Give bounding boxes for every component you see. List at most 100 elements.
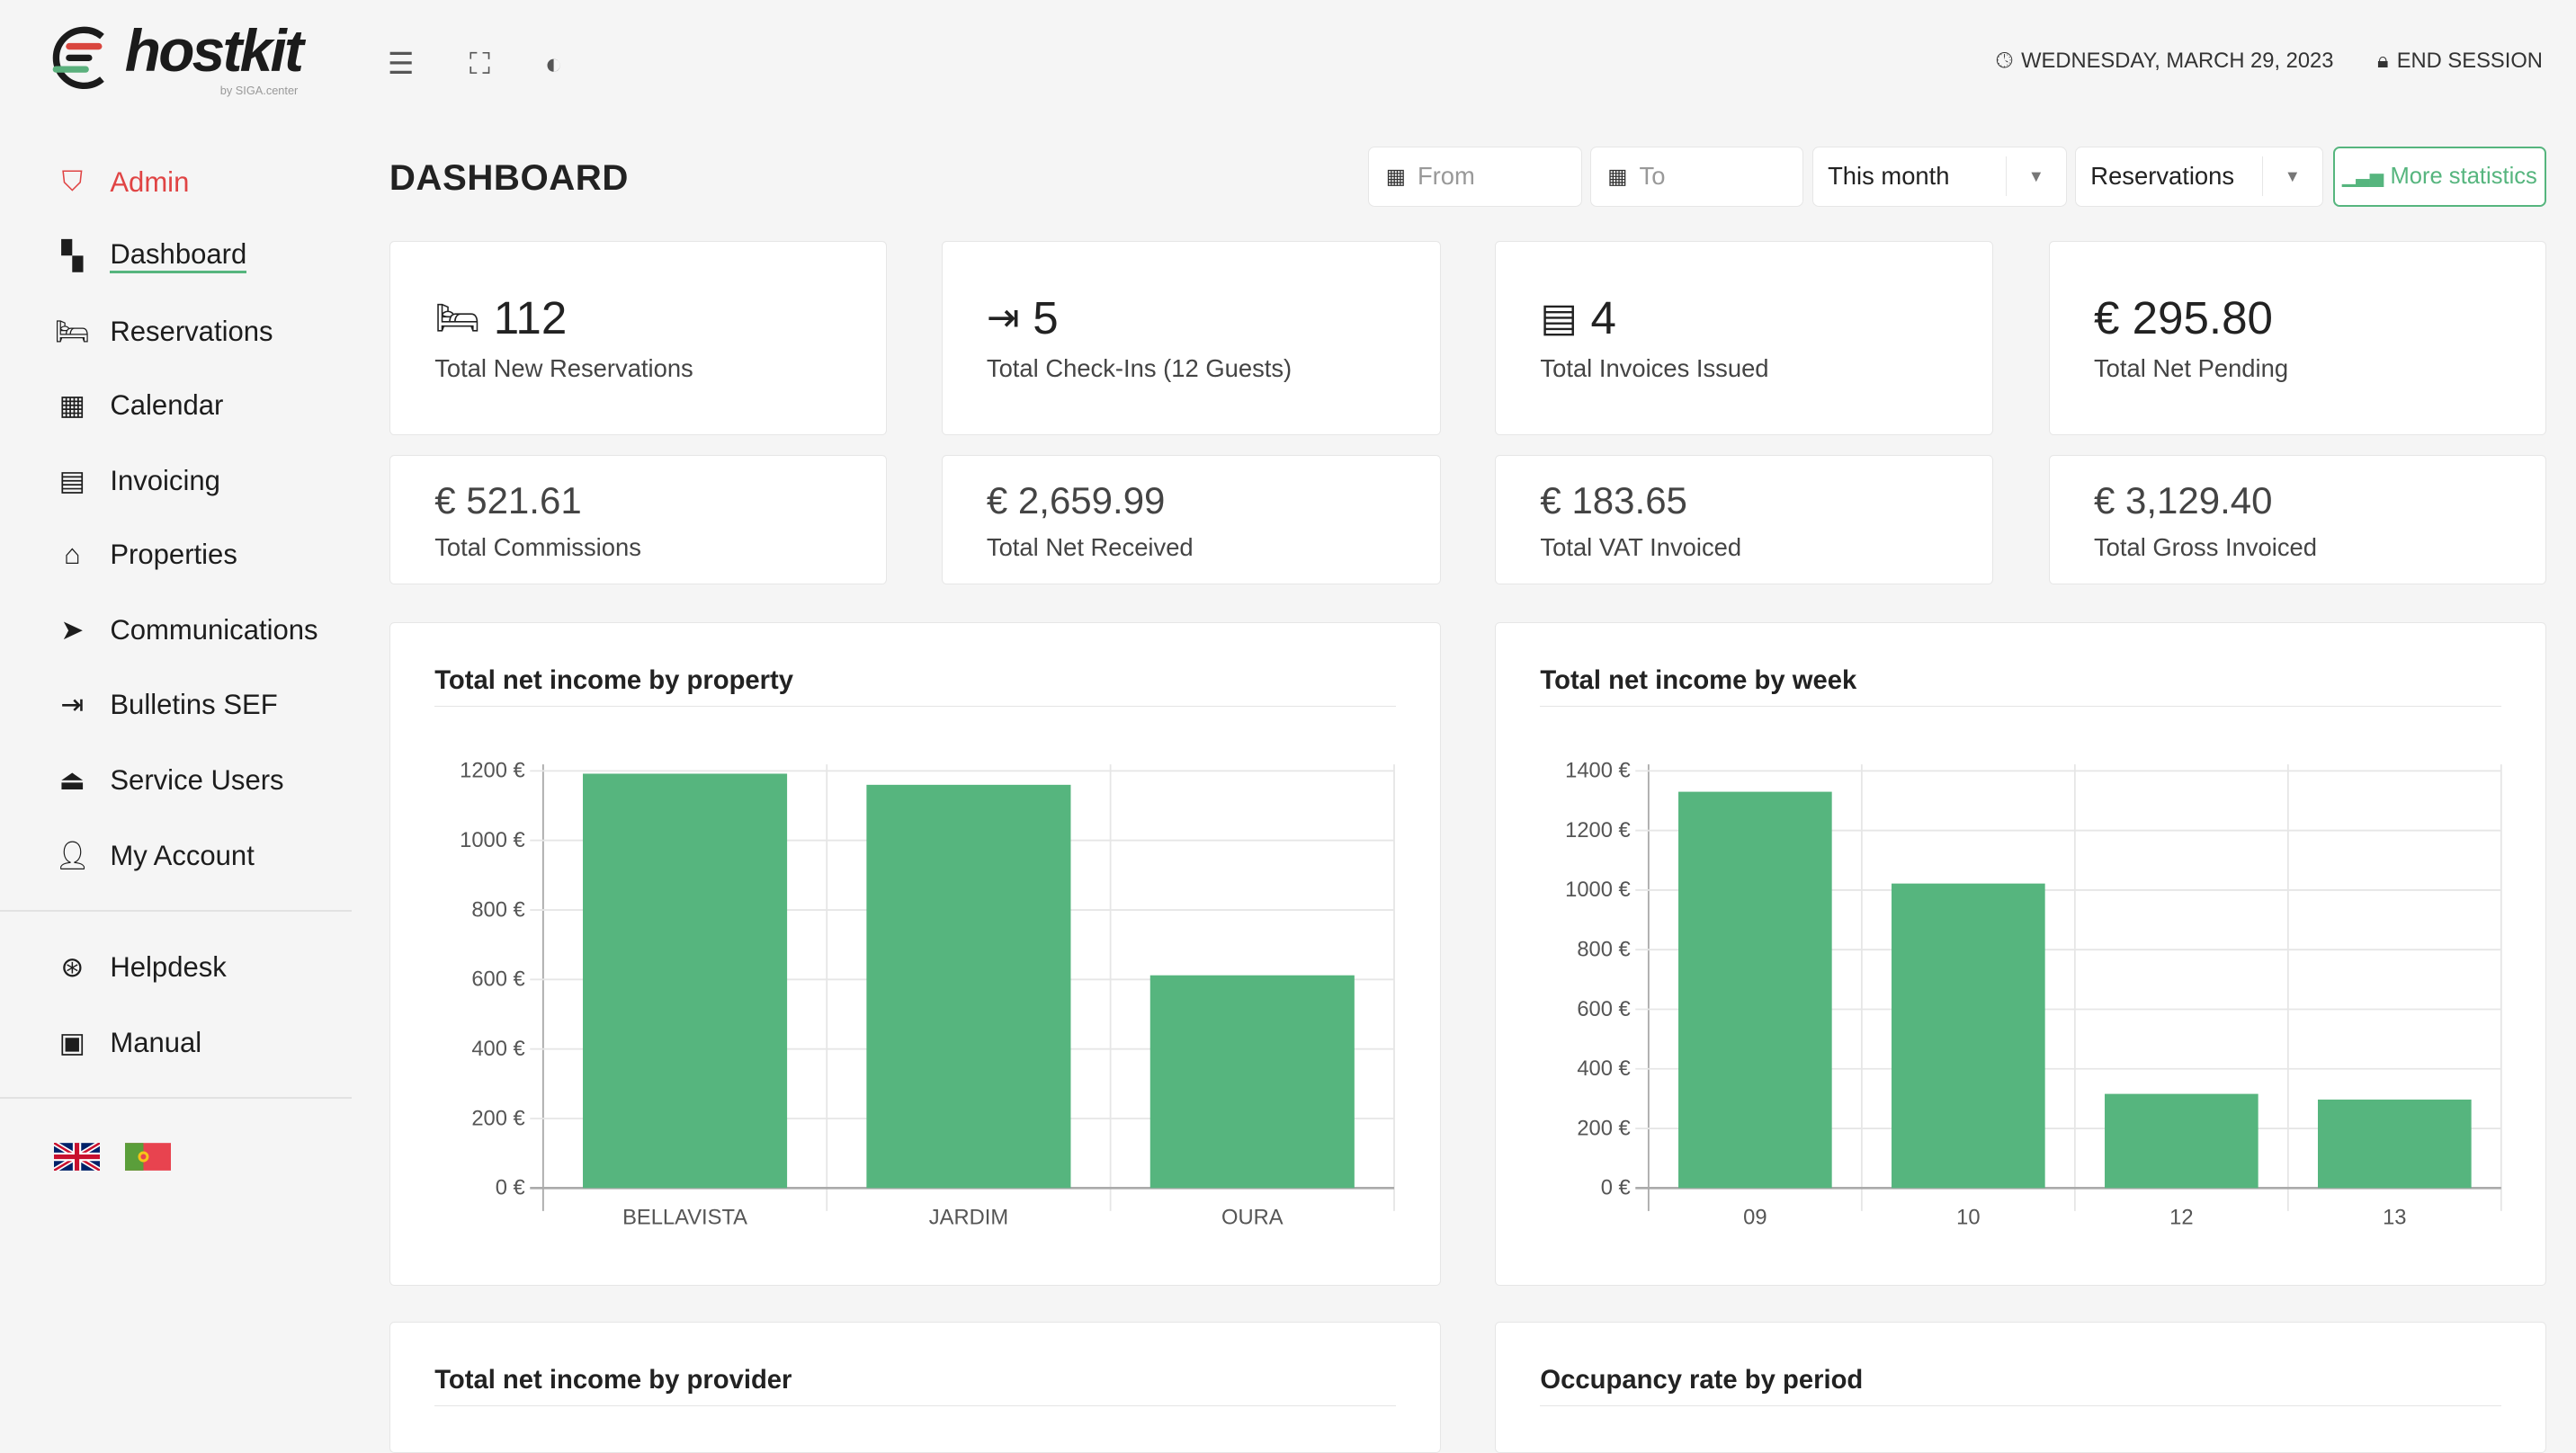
- sidebar-item-invoicing[interactable]: ▤ Invoicing: [54, 459, 220, 504]
- logo-wordmark: hostkit: [124, 17, 304, 85]
- bar-bellavista: [582, 773, 787, 1189]
- door-enter-icon: ⇥: [60, 688, 85, 720]
- y-tick-label: 1000 €: [460, 829, 525, 852]
- lock-icon: 🔒︎: [2376, 49, 2389, 73]
- y-tick-label: 0 €: [496, 1177, 525, 1200]
- chart-card-occupancy: Occupancy rate by period: [1495, 1322, 2547, 1453]
- sidebar-item-bulletins-sef[interactable]: ⇥ Bulletins SEF: [54, 682, 277, 727]
- x-tick-label: BELLAVISTA: [622, 1207, 747, 1230]
- logo-byline: by SIGA.center: [219, 84, 299, 98]
- x-tick-label: 13: [2383, 1207, 2406, 1230]
- sidebar-item-properties[interactable]: ⌂ Properties: [54, 532, 237, 578]
- stat-card-vat-invoiced: € 183.65 Total VAT Invoiced: [1495, 454, 1993, 585]
- chart-card-by-property: Total net income by property 0 € 200 € 400…: [389, 622, 1441, 1287]
- chart-title: Total net income by week: [1540, 665, 1857, 695]
- stat-card-net-received: € 2,659.99 Total Net Received: [941, 454, 1441, 585]
- chevron-down-icon: ▼: [2005, 156, 2066, 197]
- sidebar-item-reservations[interactable]: 🛏︎ Reservations: [54, 315, 273, 348]
- hostkit-logo[interactable]: hostkit by SIGA.center: [49, 17, 312, 99]
- x-tick-label: 09: [1743, 1207, 1767, 1230]
- chart-title: Total net income by provider: [434, 1365, 792, 1395]
- stat-card-commissions: € 521.61 Total Commissions: [389, 454, 888, 585]
- sidebar-item-calendar[interactable]: ▦ Calendar: [54, 383, 224, 429]
- bed-icon: 🛏︎: [54, 316, 91, 348]
- y-tick-label: 1200 €: [1565, 819, 1631, 842]
- home-icon: ⌂: [63, 539, 81, 571]
- chart-title: Occupancy rate by period: [1540, 1365, 1864, 1395]
- sidebar-item-service-users[interactable]: ⏏ Service Users: [54, 757, 284, 803]
- bed-icon: 🛏︎: [434, 298, 481, 339]
- y-tick-label: 800 €: [471, 899, 524, 923]
- sidebar-item-dashboard[interactable]: ▚ Dashboard: [54, 233, 247, 279]
- pdf-icon: ▣: [58, 1026, 86, 1058]
- y-tick-label: 400 €: [1577, 1057, 1630, 1081]
- bell-service-icon: ⏏: [58, 763, 86, 796]
- chart-title-divider: [1540, 705, 2501, 708]
- chart-title-divider: [434, 1404, 1396, 1407]
- y-tick-label: 1200 €: [460, 760, 525, 783]
- calendar-icon: ▦: [58, 389, 86, 422]
- y-tick-label: 1400 €: [1565, 760, 1631, 783]
- dashboard-icon: ▚: [61, 239, 84, 272]
- bar-chart-by-property: 0 € 200 € 400 € 600 € 800 € 1000 € 1200 € BELLA…: [460, 760, 1395, 1230]
- chart-title-divider: [434, 705, 1396, 708]
- shield-check-icon: ⛉: [61, 165, 83, 198]
- bar-10: [1892, 883, 2045, 1189]
- flag-uk-icon[interactable]: [54, 1143, 101, 1172]
- y-tick-label: 600 €: [1577, 998, 1630, 1021]
- stat-card-net-pending: € 295.80 Total Net Pending: [2048, 241, 2547, 435]
- x-tick-label: 12: [2169, 1207, 2193, 1230]
- y-tick-label: 400 €: [471, 1038, 524, 1061]
- send-icon: ➤: [60, 614, 85, 646]
- receipt-icon: ▤: [58, 465, 86, 497]
- to-date-input[interactable]: ▦ To: [1590, 146, 1804, 208]
- bar-chart-by-week: 0 € 200 € 400 € 600 € 800 € 1000 € 1200 € 1400 …: [1565, 760, 2502, 1230]
- clock-icon: 🕓︎: [1996, 49, 2013, 73]
- bar-chart-icon: ▁▃▅: [2341, 166, 2384, 187]
- sidebar-item-helpdesk[interactable]: ⊛ Helpdesk: [54, 944, 226, 990]
- calendar-icon: ▦: [1385, 165, 1407, 189]
- calendar-icon: ▦: [1607, 165, 1628, 189]
- current-date: 🕓︎ WEDNESDAY, MARCH 29, 2023: [1996, 49, 2334, 73]
- chart-title-divider: [1540, 1404, 2501, 1407]
- y-tick-label: 200 €: [471, 1108, 524, 1131]
- x-tick-label: 10: [1956, 1207, 1980, 1230]
- y-tick-label: 1000 €: [1565, 878, 1631, 902]
- menu-icon[interactable]: ☰: [387, 47, 415, 81]
- chart-card-by-provider: Total net income by provider: [389, 1322, 1441, 1453]
- door-enter-icon: ⇥: [986, 296, 1020, 341]
- y-tick-label: 200 €: [1577, 1118, 1630, 1141]
- period-select[interactable]: This month ▼: [1811, 146, 2067, 208]
- stat-card-new-reservations: 🛏︎ 112 Total New Reservations: [389, 241, 888, 435]
- contrast-icon[interactable]: ◐: [544, 47, 563, 81]
- sidebar-item-manual[interactable]: ▣ Manual: [54, 1020, 202, 1065]
- chart-card-by-week: Total net income by week 0 € 200 € 400 € 60…: [1495, 622, 2547, 1287]
- sidebar-divider: [0, 1097, 352, 1099]
- stat-card-gross-invoiced: € 3,129.40 Total Gross Invoiced: [2048, 454, 2547, 585]
- fullscreen-icon[interactable]: ⛶: [469, 47, 490, 81]
- flag-pt-icon[interactable]: [124, 1143, 171, 1172]
- receipt-icon: ▤: [1540, 296, 1578, 341]
- more-statistics-button[interactable]: ▁▃▅ More statistics: [2332, 146, 2547, 208]
- end-session-button[interactable]: 🔒︎ END SESSION: [2376, 49, 2543, 73]
- logo-mark: [52, 26, 104, 89]
- page-title: DASHBOARD: [389, 157, 629, 199]
- bar-13: [2318, 1100, 2472, 1189]
- sidebar-divider: [0, 909, 352, 912]
- lifebuoy-icon: ⊛: [60, 950, 85, 983]
- sidebar-item-communications[interactable]: ➤ Communications: [54, 608, 318, 654]
- from-date-input[interactable]: ▦ From: [1368, 146, 1582, 208]
- bar-12: [2105, 1093, 2258, 1189]
- stat-card-invoices-issued: ▤ 4 Total Invoices Issued: [1495, 241, 1993, 435]
- sidebar-item-my-account[interactable]: 👤︎ My Account: [54, 839, 255, 872]
- stat-card-check-ins: ⇥ 5 Total Check-Ins (12 Guests): [941, 241, 1441, 435]
- chart-title: Total net income by property: [434, 665, 794, 695]
- bar-oura: [1149, 975, 1355, 1189]
- y-tick-label: 600 €: [471, 968, 524, 992]
- sidebar-item-admin[interactable]: ⛉ Admin: [54, 159, 190, 205]
- bar-09: [1678, 791, 1832, 1189]
- type-select[interactable]: Reservations ▼: [2074, 146, 2323, 208]
- x-tick-label: OURA: [1221, 1207, 1284, 1230]
- chevron-down-icon: ▼: [2261, 156, 2322, 197]
- bar-jardim: [866, 785, 1071, 1189]
